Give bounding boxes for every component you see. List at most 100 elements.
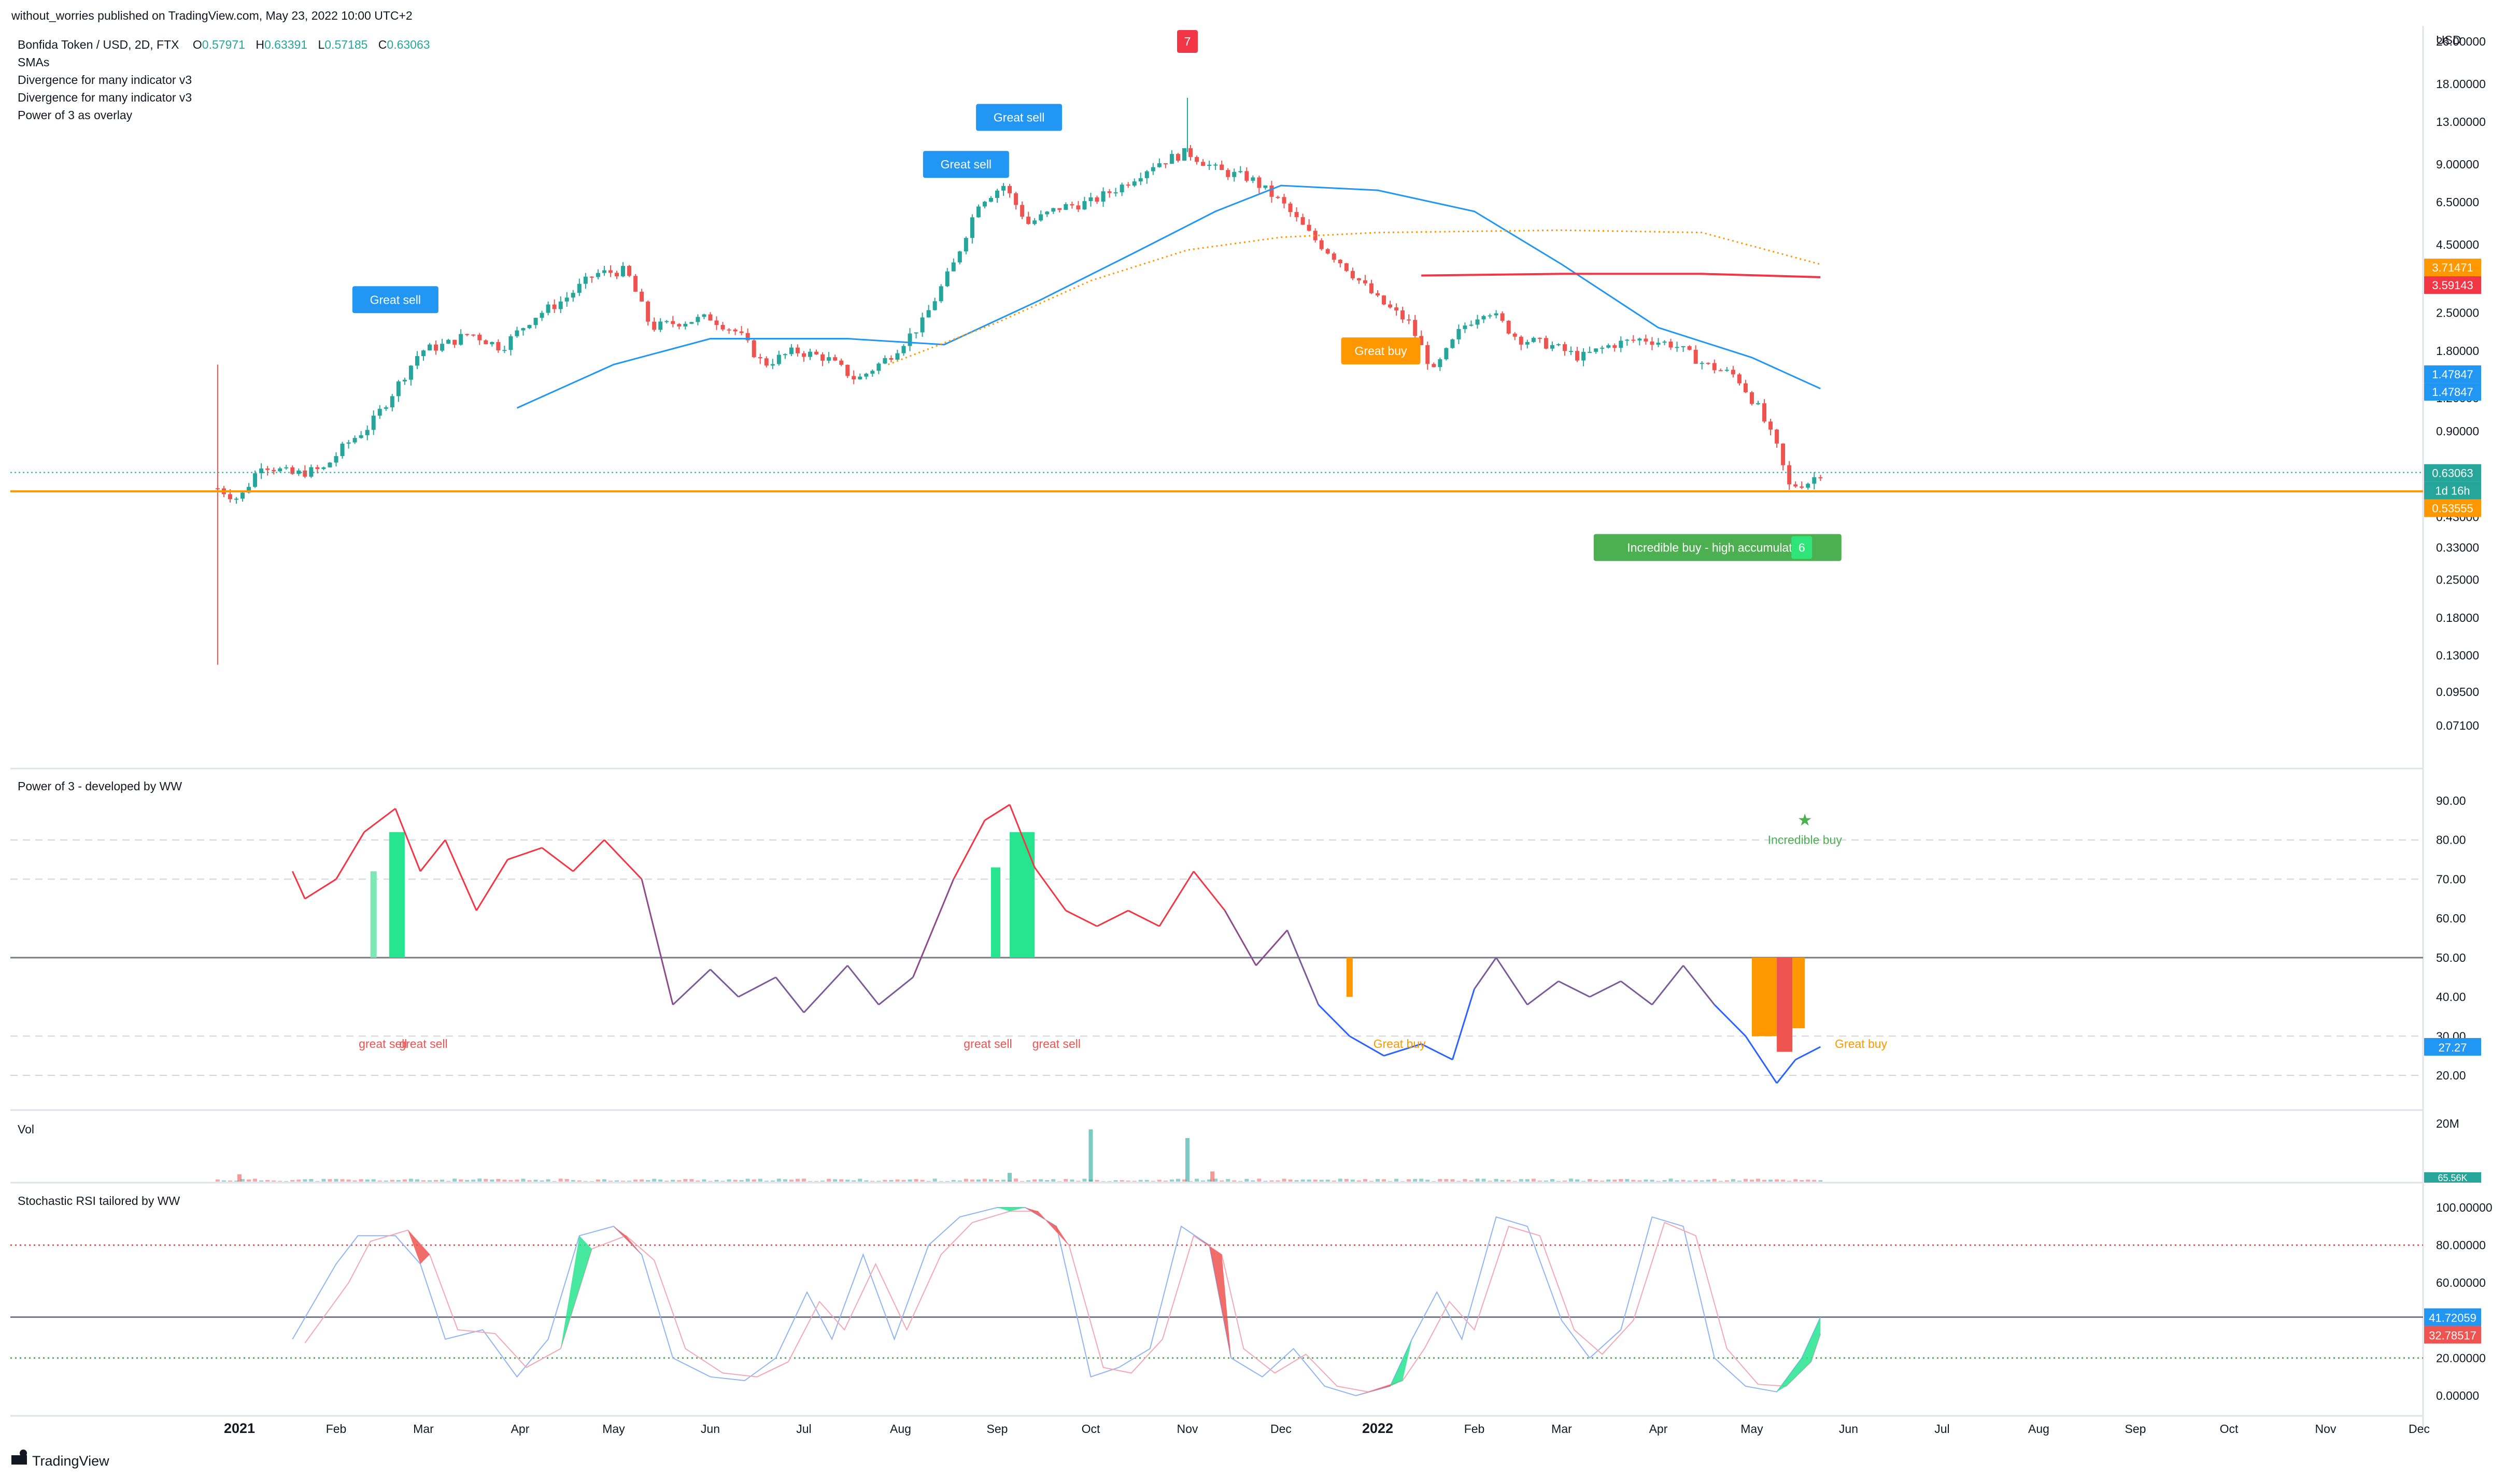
volume-bar [1706, 1180, 1710, 1182]
stoch-cross-highlight [560, 1235, 592, 1349]
candle-body [1793, 484, 1798, 487]
time-axis-tick: Mar [413, 1422, 434, 1436]
volume-bar [689, 1179, 694, 1182]
signal-marker [1177, 30, 1198, 53]
time-axis-tick: May [602, 1422, 625, 1436]
indicator-divergence-2[interactable]: Divergence for many indicator v3 [18, 91, 192, 104]
volume-bar [377, 1181, 382, 1182]
candle-body [1376, 293, 1380, 296]
candle-body [240, 492, 245, 499]
indicator-sma[interactable]: SMAs [18, 55, 49, 69]
candle-body [1082, 201, 1087, 210]
volume-bar [1575, 1179, 1580, 1182]
volume-bar [1101, 1181, 1106, 1182]
power-of-3-title[interactable]: Power of 3 - developed by WW [18, 779, 182, 793]
candle-body [1026, 217, 1031, 224]
volume-bar [1675, 1180, 1679, 1182]
po3-line-segment [1651, 965, 1684, 1005]
volume-bar [265, 1180, 270, 1182]
candle-body [1481, 316, 1486, 320]
volume-bar [521, 1178, 526, 1182]
indicator-power-of-3-overlay[interactable]: Power of 3 as overlay [18, 108, 133, 122]
volume-value-label: 65.56K [2438, 1173, 2467, 1183]
volume-bar [1201, 1180, 1206, 1182]
po3-signal-bar [1792, 957, 1805, 1029]
price-axis-tick: 2.50000 [2436, 306, 2479, 320]
po3-line-segment [912, 878, 955, 978]
volume-bar [1220, 1180, 1224, 1182]
candle-body [646, 301, 650, 322]
stoch-rsi-title[interactable]: Stochastic RSI tailored by WW [18, 1194, 180, 1208]
volume-bar [883, 1180, 887, 1182]
indicator-divergence-1[interactable]: Divergence for many indicator v3 [18, 73, 192, 87]
volume-bar [1800, 1180, 1804, 1182]
volume-bar [995, 1180, 999, 1182]
candle-body [1400, 310, 1405, 320]
po3-line-segment [1158, 871, 1195, 927]
time-axis-tick: Jul [796, 1422, 811, 1436]
candle-body [1201, 162, 1206, 166]
volume-bar [1151, 1181, 1155, 1182]
po3-line-segment [710, 969, 739, 998]
tradingview-brand: TradingView [32, 1453, 109, 1469]
candle-body [1644, 338, 1648, 342]
candle-body [477, 334, 482, 340]
stoch-d-line [304, 1211, 1821, 1393]
candle-body [1432, 364, 1436, 367]
volume-bar [702, 1179, 706, 1182]
candle-body [340, 444, 345, 457]
candle-body [1188, 148, 1193, 157]
candle-body [901, 346, 906, 353]
candle-body [1126, 184, 1130, 186]
candle-body [801, 353, 806, 357]
candle-body [652, 321, 657, 330]
volume-bar [1712, 1178, 1717, 1182]
candle-body [502, 350, 507, 351]
volume-bar [1556, 1181, 1561, 1182]
candle-body [820, 354, 825, 361]
po3-axis-tick: 70.00 [2436, 872, 2466, 886]
volume-bar [1419, 1178, 1424, 1182]
volume-bar [415, 1179, 419, 1182]
volume-bar [346, 1180, 351, 1182]
volume-bar [1107, 1181, 1112, 1182]
candle-body [1693, 349, 1698, 364]
volume-bar [540, 1180, 544, 1182]
volume-bar [1488, 1181, 1492, 1182]
candle-body [490, 342, 494, 345]
po3-line-segment [847, 965, 880, 1005]
candle-body [1737, 374, 1742, 384]
volume-pane[interactable] [215, 1129, 1823, 1182]
candle-body [982, 202, 987, 207]
candle-body [365, 430, 370, 435]
volume-bar [1163, 1181, 1168, 1182]
po3-line-segment [1349, 1035, 1384, 1057]
price-axis-tick: 18.00000 [2436, 77, 2486, 91]
volume-bar [1681, 1180, 1686, 1182]
volume-title[interactable]: Vol [18, 1123, 34, 1136]
volume-bar [1176, 1178, 1180, 1182]
candle-body [1731, 370, 1735, 375]
po3-line-segment [541, 847, 574, 872]
volume-value-tag [2424, 1172, 2481, 1183]
candle-body [253, 473, 258, 487]
axes[interactable]: 2021 Feb Mar Apr May Jun Jul Aug Sep Oct Nov Dec 202… [224, 35, 2493, 1436]
candle-body [995, 190, 999, 198]
po3-signal-bar [1010, 832, 1035, 958]
candle-body [440, 344, 445, 351]
volume-bar [340, 1179, 345, 1182]
volume-bar [1356, 1180, 1361, 1182]
candle-body [1743, 383, 1748, 392]
tradingview-logo[interactable]: TradingView [11, 1450, 109, 1469]
volume-bar [957, 1180, 962, 1182]
volume-bar [1363, 1179, 1367, 1182]
volume-bar [564, 1178, 569, 1182]
candle-body [988, 197, 993, 202]
stoch-rsi-pane[interactable] [10, 1207, 2423, 1397]
volume-bar [402, 1179, 407, 1182]
volume-bar [240, 1179, 245, 1182]
volume-bar [1039, 1179, 1043, 1182]
stoch-cross-highlight [997, 1208, 1026, 1212]
price-pane[interactable]: Great sell Great sell Great sell 7 Great buy… [10, 30, 2423, 665]
